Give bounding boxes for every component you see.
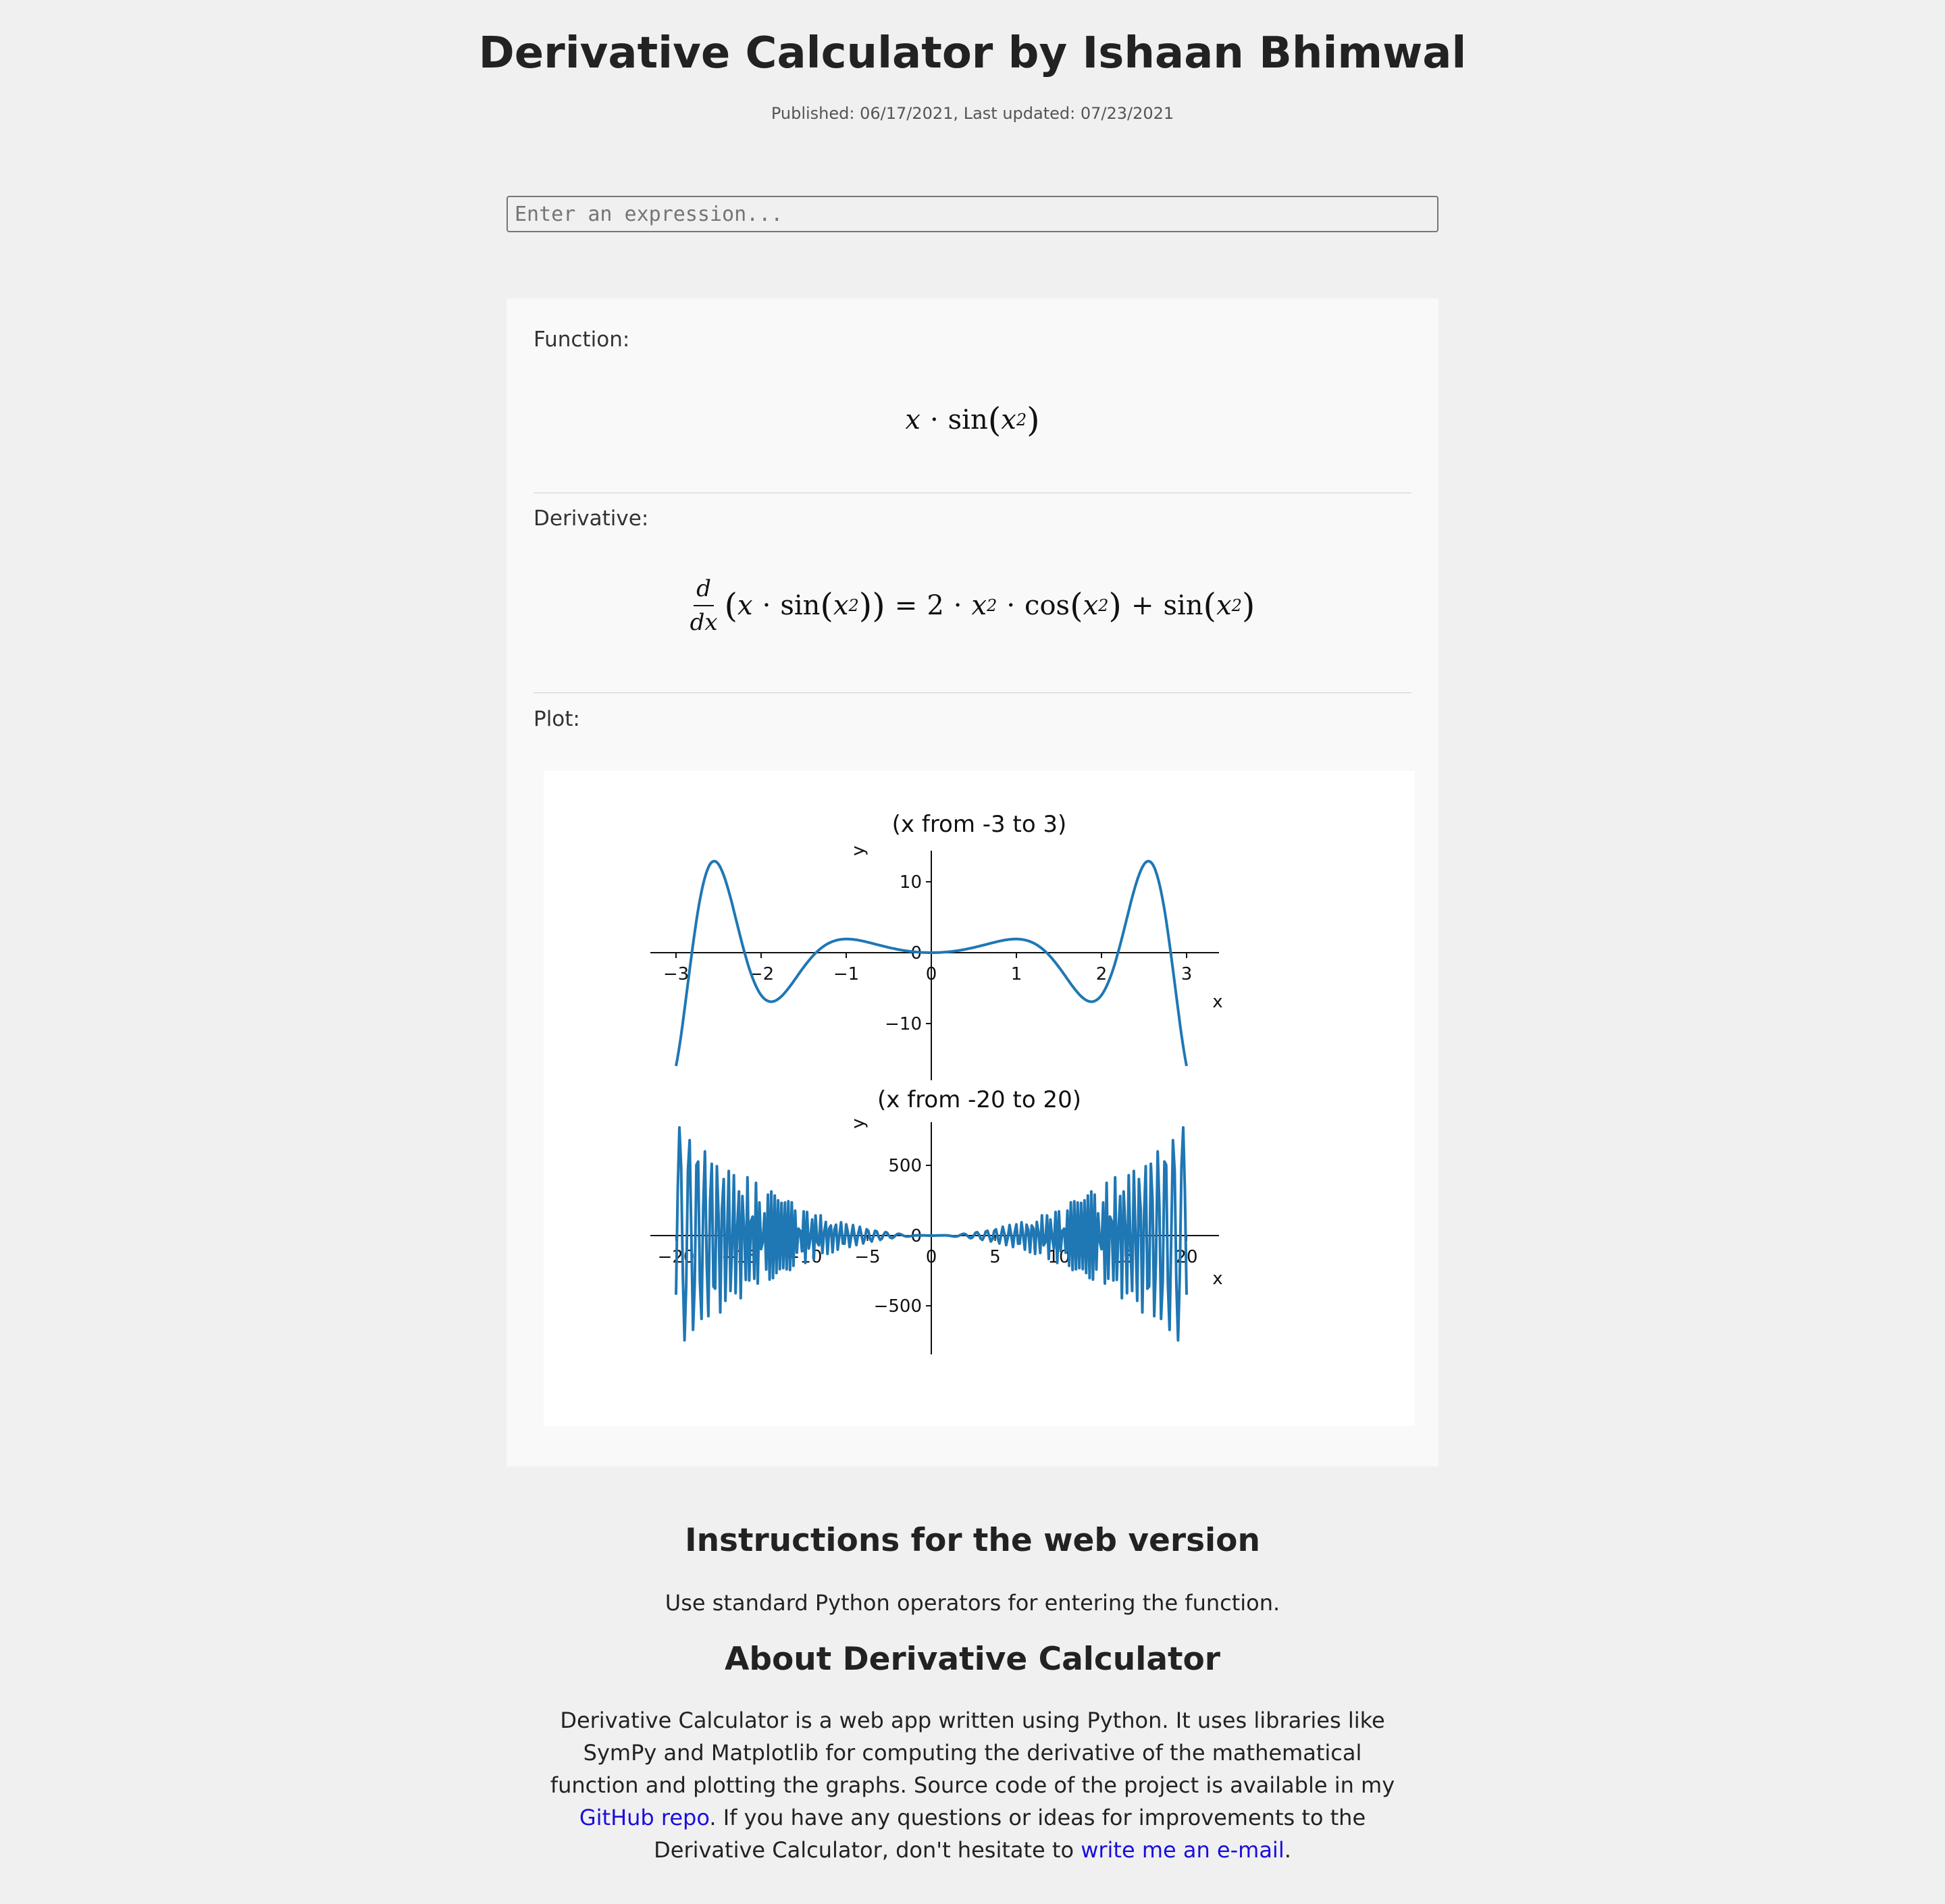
x-tick-label: 5 <box>989 1247 1001 1267</box>
instructions-text: Use standard Python operators for enteri… <box>665 1590 1280 1616</box>
derivative-label: Derivative: <box>534 506 649 531</box>
derivative-divider <box>534 692 1411 693</box>
y-axis-label: y <box>848 1118 868 1128</box>
page-title: Derivative Calculator by Ishaan Bhimwal <box>478 28 1467 78</box>
y-axis-label: y <box>848 845 868 855</box>
github-repo-link[interactable]: GitHub repo <box>579 1805 710 1830</box>
y-tick-label: −10 <box>885 1014 922 1034</box>
x-tick-label: −1 <box>833 964 859 984</box>
plot-label: Plot: <box>534 707 580 731</box>
series-line-2 <box>675 1126 1188 1342</box>
email-link[interactable]: write me an e-mail <box>1081 1837 1285 1863</box>
about-text-part1: Derivative Calculator is a web app writt… <box>550 1708 1395 1798</box>
x-axis-label: x <box>1212 1269 1222 1289</box>
x-tick-label: 2 <box>1096 964 1108 984</box>
plot-title-2: (x from -20 to 20) <box>877 1086 1081 1113</box>
function-divider <box>534 492 1411 494</box>
y-tick-label: −500 <box>874 1296 922 1317</box>
about-text-part2: . If you have any questions or ideas for… <box>654 1805 1366 1863</box>
x-tick-label: −5 <box>854 1247 880 1267</box>
x-tick-label: −3 <box>663 964 689 984</box>
about-heading: About Derivative Calculator <box>725 1641 1220 1678</box>
expression-input[interactable] <box>507 196 1438 232</box>
function-math: x · sin(x 2) <box>905 400 1040 440</box>
x-tick-label: 3 <box>1181 964 1193 984</box>
y-tick-label: 10 <box>900 872 922 893</box>
x-axis-label: x <box>1212 992 1222 1012</box>
plot-title-1: (x from -3 to 3) <box>892 811 1067 838</box>
result-card: Function: x · sin(x 2) Derivative: d dx (x · s… <box>507 298 1438 1466</box>
about-text: Derivative Calculator is a web app writt… <box>547 1704 1398 1866</box>
instructions-heading: Instructions for the web version <box>685 1522 1260 1559</box>
x-tick-label: 0 <box>926 964 937 984</box>
publish-date: Published: 06/17/2021, Last updated: 07/… <box>771 104 1174 123</box>
x-tick-label: 0 <box>926 1247 937 1267</box>
y-tick-label: 500 <box>888 1156 922 1176</box>
derivative-math: d dx (x · sin(x 2)) = 2 · x 2 · cos(x 2) + sin(x 2) <box>690 575 1255 636</box>
function-label: Function: <box>534 327 630 352</box>
about-text-end: . <box>1284 1837 1291 1863</box>
x-tick-label: 1 <box>1011 964 1022 984</box>
series-line-1 <box>675 860 1188 1067</box>
plot-image: (x from -3 to 3) −3 −2 −1 0 1 2 3 10 0 −10 x y (x fro… <box>544 771 1415 1426</box>
